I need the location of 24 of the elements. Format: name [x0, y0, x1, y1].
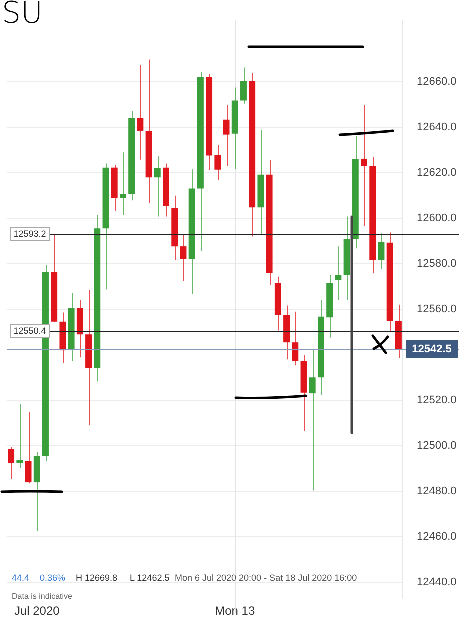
y-tick-label: 12560.0 — [417, 304, 457, 316]
x-tick-label: Jul 2020 — [14, 604, 60, 618]
y-tick-label: 12500.0 — [417, 440, 457, 452]
y-tick-label: 12480.0 — [417, 486, 457, 498]
y-tick-label: 12440.0 — [417, 576, 457, 589]
annotation: Mon 6 Jul 2020 20:00 - Sat 18 Jul 2020 16:00 — [175, 573, 358, 583]
y-tick-label: 12580.0 — [417, 258, 457, 270]
y-tick-label: 12620.0 — [417, 167, 457, 180]
candlestick — [16, 404, 24, 469]
y-tick-label: 12520.0 — [417, 394, 457, 407]
ref-line-label: 12542.5 — [412, 344, 452, 356]
annotation: SU — [2, 0, 44, 31]
annotation: L 12462.5 — [130, 573, 170, 583]
y-tick-label: 12660.0 — [417, 76, 457, 88]
annotation: H 12669.8 — [76, 573, 118, 583]
annotation: 0.36% — [40, 573, 66, 583]
annotation: 44.4 — [12, 573, 30, 583]
y-tick-label: 12460.0 — [417, 531, 457, 544]
annotation: Data is indicative — [12, 592, 72, 601]
y-tick-label: 12600.0 — [417, 212, 457, 225]
x-tick-label: Mon 13 — [215, 604, 256, 618]
ref-line-label: 12550.4 — [14, 326, 46, 336]
y-tick-label: 12640.0 — [417, 122, 457, 134]
ref-line-label: 12593.2 — [14, 228, 46, 239]
